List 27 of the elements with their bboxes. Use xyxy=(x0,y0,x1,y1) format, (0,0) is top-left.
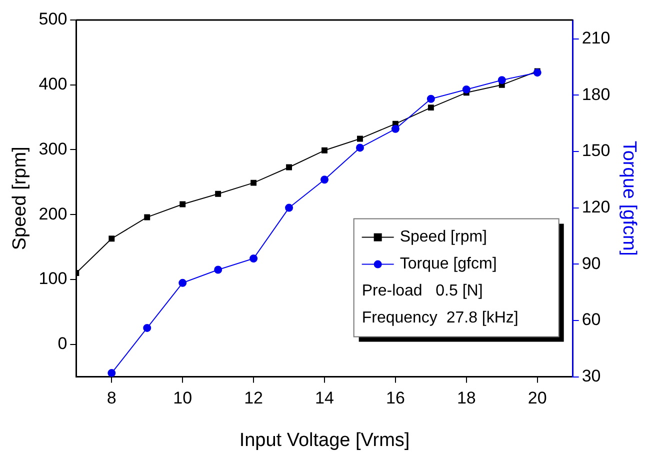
y2-axis-title: Torque [gfcm] xyxy=(618,140,640,256)
y2-tick-label: 120 xyxy=(582,197,610,216)
x-tick-label: 18 xyxy=(456,388,476,408)
x-tick-label: 12 xyxy=(244,388,264,408)
y2-tick-label: 90 xyxy=(582,254,601,273)
x-tick-label: 16 xyxy=(386,388,405,408)
y2-tick-label: 210 xyxy=(582,28,610,48)
x-tick-label: 14 xyxy=(315,388,334,408)
legend-label: Torque [gfcm] xyxy=(400,256,497,273)
y-tick-label: 200 xyxy=(38,204,68,224)
y2-tick-label: 30 xyxy=(582,366,601,386)
x-tick-label: 10 xyxy=(173,388,192,408)
x-tick-label: 20 xyxy=(528,388,547,408)
y-tick-label: 0 xyxy=(58,334,68,354)
y2-tick-label: 60 xyxy=(582,310,601,330)
y-tick-label: 500 xyxy=(38,10,68,29)
annotation: Frequency 27.8 [kHz] xyxy=(362,310,518,327)
y-axis-title: Speed [rpm] xyxy=(10,146,31,250)
x-axis-title: Input Voltage [Vrms] xyxy=(239,430,410,451)
x-tick-label: 8 xyxy=(106,388,116,408)
y2-tick-label: 150 xyxy=(582,141,610,160)
legend-label: Speed [rpm] xyxy=(400,228,487,246)
y-tick-label: 300 xyxy=(38,139,68,158)
y-tick-label: 100 xyxy=(38,269,68,288)
annotation: Pre-load 0.5 [N] xyxy=(362,282,483,300)
y-tick-label: 400 xyxy=(38,74,68,94)
y2-tick-label: 180 xyxy=(582,84,610,104)
